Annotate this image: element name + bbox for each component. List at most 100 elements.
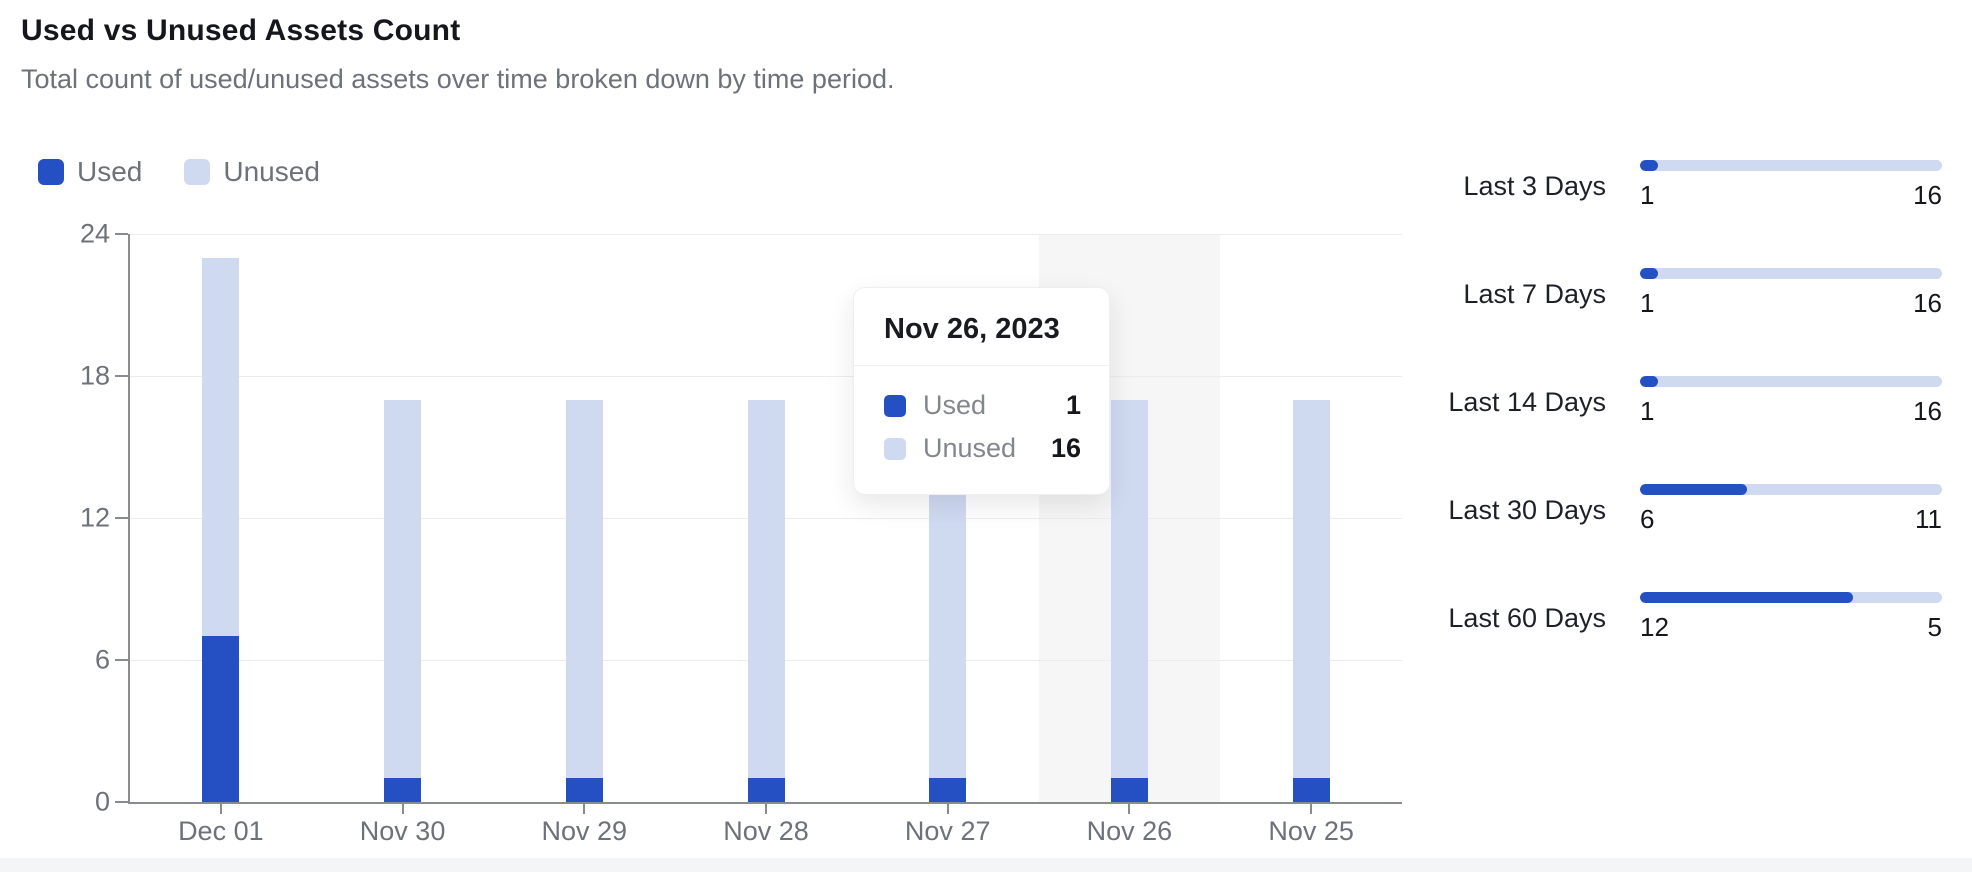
bar-segment-unused <box>747 399 785 779</box>
stat-values: 1 16 <box>1640 394 1942 428</box>
y-axis-tick <box>115 659 128 661</box>
stat-bar-group: 1 16 <box>1640 140 1942 248</box>
stat-bar-fill <box>1640 160 1658 171</box>
bar-nov-30[interactable] <box>384 399 422 802</box>
bar-segment-unused <box>202 257 240 637</box>
y-axis-tick <box>115 801 128 803</box>
next-section-edge <box>0 858 1972 872</box>
legend-item-unused[interactable]: Unused <box>184 156 320 188</box>
stat-bar-fill <box>1640 268 1658 279</box>
stat-used-value: 1 <box>1640 180 1655 210</box>
stat-bar-group: 6 11 <box>1640 464 1942 572</box>
bar-dec-01[interactable] <box>202 257 240 802</box>
bar-segment-used <box>384 778 422 802</box>
stat-unused-value: 11 <box>1915 504 1942 534</box>
stat-used-value: 6 <box>1640 504 1655 534</box>
tooltip-series-label: Unused <box>923 433 1017 463</box>
x-axis-tick <box>219 804 222 814</box>
x-axis-tick <box>946 804 949 814</box>
stat-label: Last 7 Days <box>1463 279 1606 309</box>
bar-segment-unused <box>1292 399 1330 779</box>
x-axis-tick <box>583 804 586 814</box>
y-axis-line <box>128 234 130 804</box>
bar-nov-28[interactable] <box>747 399 785 802</box>
gridline <box>130 376 1402 377</box>
time-period-stats: Last 3 Days 1 16 Last 7 Days 1 16 Last 14 Days… <box>1180 140 1942 680</box>
bar-segment-used <box>929 778 967 802</box>
legend-item-used[interactable]: Used <box>38 156 142 188</box>
gridline <box>130 234 1402 235</box>
x-axis-label: Nov 30 <box>359 816 446 846</box>
stat-label: Last 30 Days <box>1448 495 1606 525</box>
y-axis-label: 18 <box>79 360 110 391</box>
stat-unused-value: 16 <box>1913 288 1942 318</box>
y-axis-label: 24 <box>79 218 110 249</box>
chart-tooltip: Nov 26, 2023 Used 1 Unused 16 <box>853 287 1110 495</box>
stat-bar-fill <box>1640 592 1854 603</box>
x-axis-tick <box>765 804 767 814</box>
y-axis-label: 0 <box>94 786 110 817</box>
chart-legend: Used Unused <box>38 156 320 188</box>
stat-bar-track <box>1640 160 1942 171</box>
tooltip-row: Unused 16 <box>884 433 1081 464</box>
tooltip-title: Nov 26, 2023 <box>884 313 1060 345</box>
stat-bar-group: 1 16 <box>1640 248 1942 356</box>
legend-label: Used <box>77 156 143 187</box>
plot-area[interactable]: 0 6 12 18 24 Dec 01 Nov 30 Nov 29 Nov 28 Nov 27 No… <box>80 219 1402 846</box>
stat-values: 1 16 <box>1640 178 1942 212</box>
tooltip-swatch <box>884 437 906 460</box>
stat-bar-track <box>1640 268 1942 279</box>
legend-swatch <box>38 159 64 185</box>
stat-label: Last 60 Days <box>1448 603 1606 633</box>
x-axis-tick <box>401 804 404 814</box>
bar-segment-unused <box>565 399 603 779</box>
x-axis-tick <box>1128 804 1131 814</box>
x-axis-label: Nov 29 <box>541 816 628 846</box>
y-axis-tick <box>115 375 128 377</box>
stat-bar-group: 1 16 <box>1640 356 1942 464</box>
stat-values: 12 5 <box>1640 610 1942 644</box>
stat-bar-fill <box>1640 376 1658 387</box>
stat-label: Last 3 Days <box>1463 171 1606 201</box>
tooltip-row: Used 1 <box>884 390 1081 421</box>
x-axis-tick <box>1310 804 1313 814</box>
x-axis-line <box>128 802 1402 804</box>
stat-used-value: 12 <box>1640 612 1669 642</box>
stat-bar-track <box>1640 592 1942 603</box>
x-axis-label: Nov 27 <box>904 816 991 846</box>
y-axis-label: 12 <box>79 502 110 533</box>
bar-segment-used <box>747 778 785 802</box>
stat-bar-track <box>1640 484 1942 495</box>
legend-swatch <box>184 159 211 185</box>
page-title: Used vs Unused Assets Count <box>21 14 461 47</box>
legend-label: Unused <box>223 156 320 187</box>
tooltip-series-label: Used <box>923 390 987 420</box>
x-axis-label: Nov 25 <box>1268 816 1354 846</box>
bar-nov-29[interactable] <box>565 399 603 802</box>
page-subtitle: Total count of used/unused assets over t… <box>21 64 895 94</box>
stat-used-value: 1 <box>1640 396 1655 426</box>
stat-values: 6 11 <box>1640 502 1942 536</box>
stat-bar-fill <box>1640 484 1747 495</box>
y-axis-tick <box>115 517 128 519</box>
bar-nov-26[interactable] <box>1110 399 1148 802</box>
bar-nov-25[interactable] <box>1292 399 1330 802</box>
y-axis-tick <box>115 233 128 235</box>
bar-segment-unused <box>1110 399 1148 779</box>
x-axis-label: Dec 01 <box>178 816 264 846</box>
stat-used-value: 1 <box>1640 288 1655 318</box>
stat-values: 1 16 <box>1640 286 1942 320</box>
tooltip-series-value: 1 <box>1065 390 1081 420</box>
tooltip-divider <box>854 365 1109 366</box>
stat-unused-value: 16 <box>1913 180 1942 210</box>
stat-row-last-3-days: Last 3 Days 1 16 <box>1180 140 1942 248</box>
stat-unused-value: 16 <box>1913 396 1942 426</box>
bar-segment-used <box>202 636 240 802</box>
bar-segment-unused <box>384 399 422 779</box>
stat-row-last-14-days: Last 14 Days 1 16 <box>1180 356 1942 464</box>
stat-bar-group: 12 5 <box>1640 572 1942 680</box>
y-axis-label: 6 <box>94 644 110 675</box>
tooltip-swatch <box>884 394 906 417</box>
stat-row-last-30-days: Last 30 Days 6 11 <box>1180 464 1942 572</box>
